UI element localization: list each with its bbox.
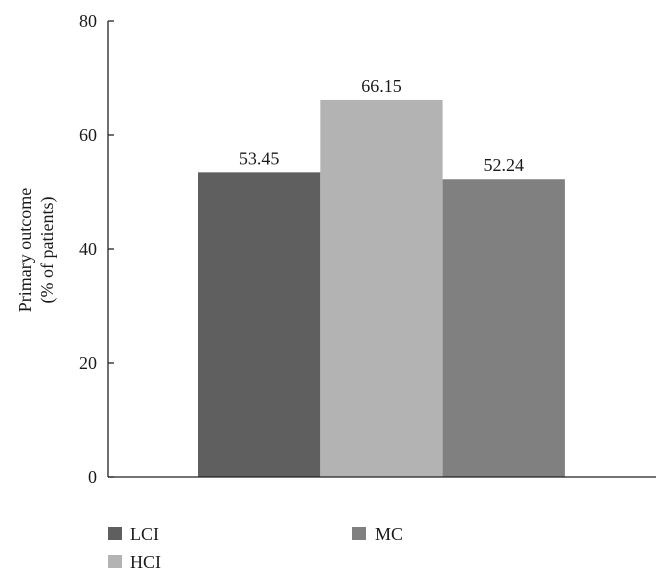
bar-lci — [198, 172, 321, 477]
y-axis-title: Primary outcome (% of patients) — [15, 188, 58, 312]
y-tick-label: 20 — [79, 353, 97, 373]
y-tick-label: 60 — [79, 125, 97, 145]
y-tick-label: 40 — [79, 239, 97, 259]
y-axis-ticks: 0 20 40 60 80 — [79, 11, 114, 487]
data-labels: 53.45 66.15 52.24 — [239, 76, 524, 175]
legend-swatch-lci — [108, 527, 122, 540]
bar-hci — [320, 99, 443, 477]
legend-swatch-hci — [108, 555, 122, 568]
legend: LCI MC HCI — [108, 524, 403, 572]
data-label-mc: 52.24 — [484, 155, 525, 175]
legend-swatch-mc — [352, 527, 366, 540]
data-label-hci: 66.15 — [361, 76, 402, 96]
y-tick-label: 80 — [79, 11, 97, 31]
y-tick-label: 0 — [88, 467, 97, 487]
bars — [198, 99, 565, 477]
legend-label-mc: MC — [375, 524, 403, 544]
legend-label-hci: HCI — [130, 552, 161, 572]
legend-label-lci: LCI — [130, 524, 159, 544]
axes — [107, 21, 656, 478]
y-axis-title-line-1: Primary outcome — [15, 188, 35, 312]
data-label-lci: 53.45 — [239, 148, 280, 168]
bar-mc — [442, 179, 565, 477]
y-axis-title-line-2: (% of patients) — [37, 197, 58, 304]
